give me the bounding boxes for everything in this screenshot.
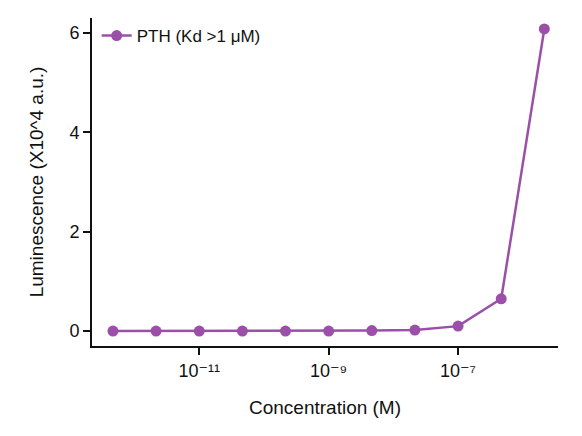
svg-text:Concentration (M): Concentration (M) bbox=[249, 397, 401, 418]
svg-text:6: 6 bbox=[69, 23, 79, 43]
svg-text:10⁻¹¹: 10⁻¹¹ bbox=[179, 361, 221, 381]
svg-text:10⁻⁷: 10⁻⁷ bbox=[440, 361, 476, 381]
svg-text:0: 0 bbox=[69, 321, 79, 341]
svg-text:10⁻⁹: 10⁻⁹ bbox=[310, 361, 347, 381]
svg-text:2: 2 bbox=[69, 222, 79, 242]
svg-text:Luminescence (X10^4 a.u.): Luminescence (X10^4 a.u.) bbox=[26, 67, 47, 298]
svg-text:4: 4 bbox=[69, 123, 79, 143]
svg-text:PTH (Kd >1 μM): PTH (Kd >1 μM) bbox=[137, 27, 261, 46]
